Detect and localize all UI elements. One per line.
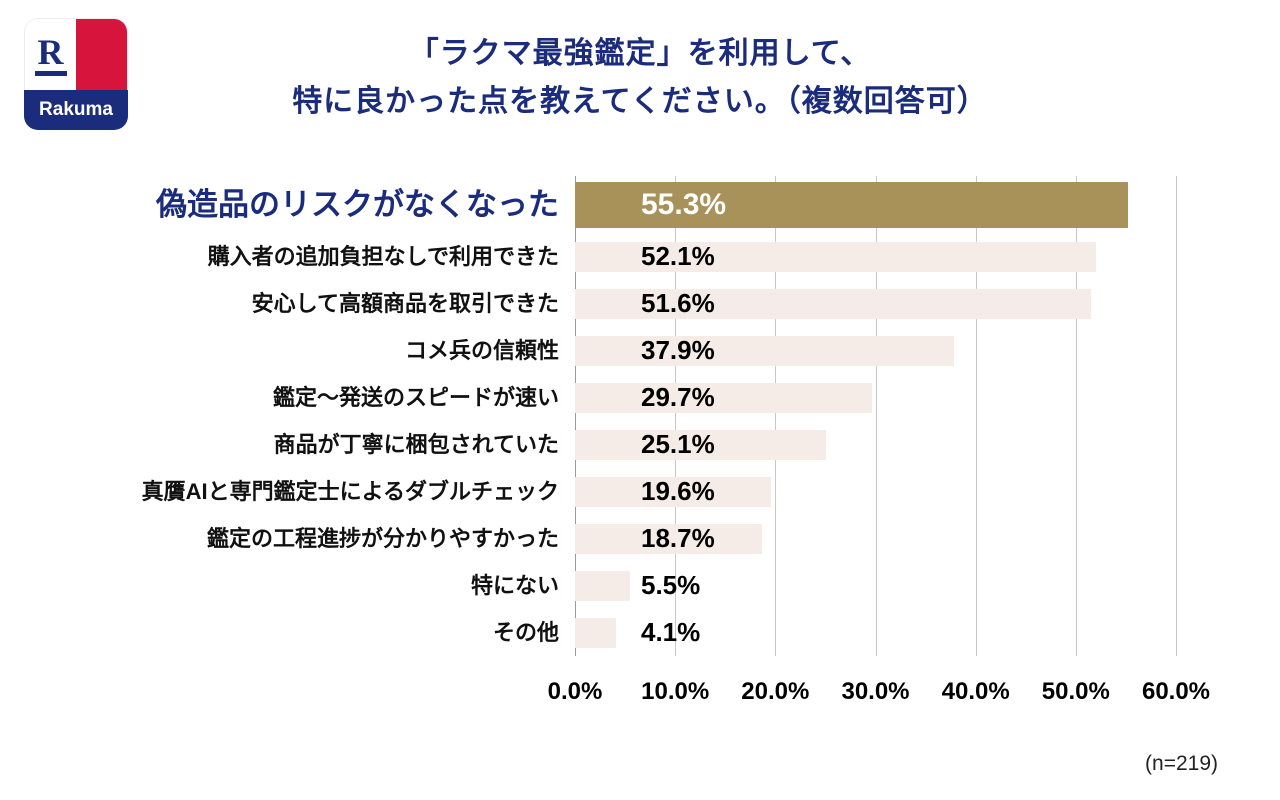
bar (575, 570, 630, 601)
category-label: 鑑定の工程進捗が分かりやすかった (206, 525, 559, 551)
chart-row: 鑑定の工程進捗が分かりやすかった 18.7% (20, 515, 1260, 562)
rakuma-flag-red-half (76, 19, 127, 90)
bar-cell: 51.6% (575, 280, 1175, 327)
category-label: 商品が丁寧に梱包されていた (273, 431, 559, 457)
bar-cell: 19.6% (575, 468, 1175, 515)
x-tick-label: 0.0% (547, 678, 603, 705)
gridline (875, 176, 877, 656)
bar (575, 476, 771, 507)
bar-cell: 29.7% (575, 374, 1175, 421)
bar-cell: 25.1% (575, 421, 1175, 468)
bar-cell: 5.5% (575, 562, 1175, 609)
value-label: 29.7% (641, 382, 715, 412)
chart-row: 購入者の追加負担なしで利用できた 52.1% (20, 233, 1260, 280)
gridline (975, 176, 977, 656)
bar (575, 335, 954, 366)
category-label: コメ兵の信頼性 (404, 337, 559, 363)
bar (575, 523, 762, 554)
value-label: 18.7% (641, 523, 715, 553)
chart-row: 鑑定〜発送のスピードが速い 29.7% (20, 374, 1260, 421)
chart-title-line2: 特に良かった点を教えてください。（複数回答可） (292, 85, 988, 118)
chart-row: 商品が丁寧に梱包されていた 25.1% (20, 421, 1260, 468)
gridline (675, 176, 677, 656)
category-label: 購入者の追加負担なしで利用できた (207, 243, 559, 269)
bar (575, 181, 1128, 228)
x-tick-label: 40.0% (941, 678, 1010, 705)
category-label: 真贋AIと専門鑑定士によるダブルチェック (141, 478, 559, 504)
x-tick-label: 20.0% (741, 678, 810, 705)
x-tick-label: 60.0% (1141, 678, 1211, 705)
chart-title-line1: 「ラクマ最強鑑定」を利用して、 (408, 37, 872, 70)
x-tick-label: 30.0% (841, 678, 910, 705)
category-label: 特にない (470, 572, 559, 598)
category-label: 偽造品のリスクがなくなった (156, 186, 559, 222)
category-label: 鑑定〜発送のスピードが速い (272, 384, 559, 410)
sample-size-note: (n=219) (1145, 752, 1218, 775)
value-label: 25.1% (641, 429, 715, 459)
bar (575, 382, 872, 413)
value-label: 52.1% (641, 241, 715, 271)
bar-cell: 55.3% (575, 176, 1175, 233)
rakuma-r-mark: R (34, 34, 67, 76)
bar-cell: 37.9% (575, 327, 1175, 374)
bar (575, 429, 826, 460)
chart-row: コメ兵の信頼性 37.9% (20, 327, 1260, 374)
rakuma-logo: R Rakuma (24, 18, 128, 130)
gridline (1075, 176, 1077, 656)
gridlines (575, 176, 1177, 656)
rakuma-flag-white-half: R (25, 19, 76, 90)
value-label: 37.9% (641, 335, 715, 365)
x-axis-ticks: 0.0% 10.0% 20.0% 30.0% 40.0% 50.0% 60.0% (548, 670, 1210, 716)
bar-cell: 4.1% (575, 609, 1175, 656)
chart-title: 「ラクマ最強鑑定」を利用して、 特に良かった点を教えてください。（複数回答可） (0, 30, 1280, 126)
value-label: 4.1% (641, 617, 701, 647)
chart-row: 真贋AIと専門鑑定士によるダブルチェック 19.6% (20, 468, 1260, 515)
value-label: 19.6% (641, 476, 715, 506)
x-tick-label: 10.0% (641, 678, 710, 705)
gridline (1176, 176, 1177, 656)
chart-row: 安心して高額商品を取引できた 51.6% (20, 280, 1260, 327)
rakuma-wordmark: Rakuma (24, 90, 128, 130)
chart-row: 偽造品のリスクがなくなった 55.3% (20, 176, 1260, 233)
bar (575, 617, 616, 648)
bar-chart: 偽造品のリスクがなくなった 55.3% 購入者の追加負担なしで利用できた 52.1% 安… (20, 176, 1260, 716)
bar-cell: 18.7% (575, 515, 1175, 562)
bar-cell: 52.1% (575, 233, 1175, 280)
chart-row: 特にない 5.5% (20, 562, 1260, 609)
value-label: 55.3% (641, 187, 727, 221)
bar (575, 288, 1091, 319)
gridline (775, 176, 777, 656)
bar (575, 241, 1096, 272)
category-label: 安心して高額商品を取引できた (251, 290, 559, 316)
chart-rows: 偽造品のリスクがなくなった 55.3% 購入者の追加負担なしで利用できた 52.1% 安… (20, 176, 1260, 656)
gridline (575, 176, 576, 656)
x-tick-label: 50.0% (1041, 678, 1110, 705)
category-label: その他 (492, 619, 559, 645)
chart-row: その他 4.1% (20, 609, 1260, 656)
value-label: 5.5% (641, 570, 701, 600)
value-label: 51.6% (641, 288, 715, 318)
rakuma-flag-icon: R (24, 18, 128, 90)
